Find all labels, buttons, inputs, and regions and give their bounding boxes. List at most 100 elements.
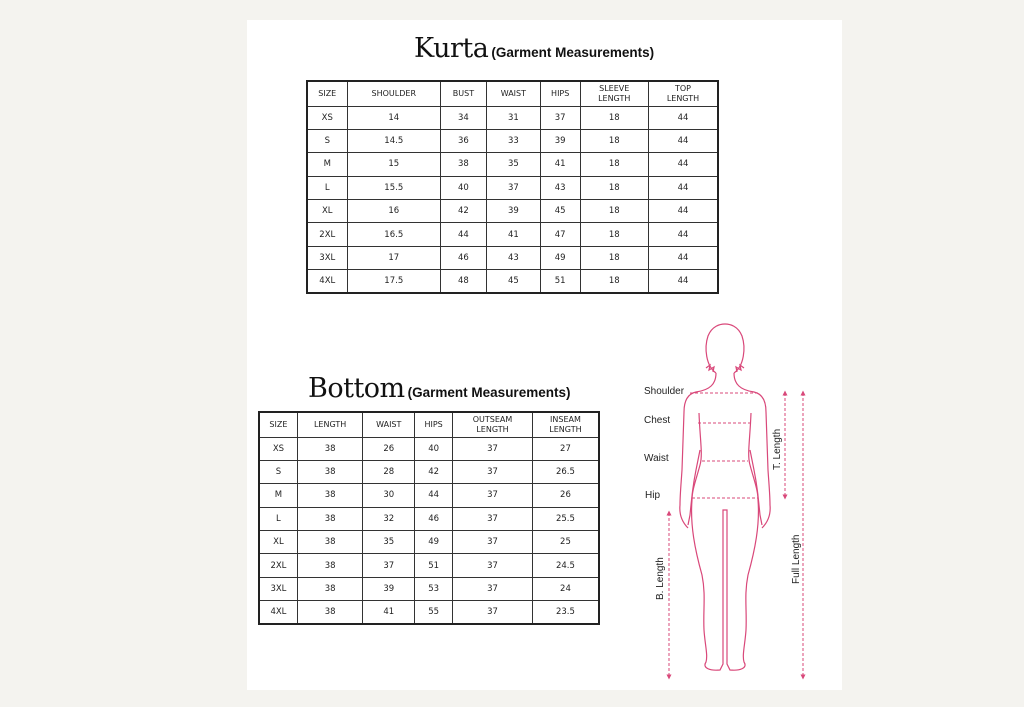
measurement-cell: 16: [346, 199, 442, 224]
measurement-cell: 15.5: [346, 175, 442, 201]
measurement-cell: 37: [452, 459, 533, 485]
table-header-row: SIZE SHOULDER BUST WAIST HIPS SLEEVE LENGTH TOP…: [306, 80, 719, 107]
table-row: XS 14 34 31 37 18 44: [306, 105, 719, 130]
table-row: XL 16 42 39 45 18 44: [306, 199, 719, 224]
measurement-cell: 38: [296, 530, 364, 555]
measurement-cell: 40: [414, 436, 454, 461]
measurement-cell: 38: [296, 506, 364, 532]
column-header: SIZE: [306, 80, 348, 107]
measurement-cell: 44: [647, 105, 719, 130]
column-header: SHOULDER: [346, 80, 442, 107]
measurement-cell: 37: [452, 530, 533, 555]
measurement-cell: 15: [346, 152, 442, 177]
bottom-title-main: Bottom: [308, 373, 405, 404]
measurement-cell: 37: [452, 600, 533, 625]
size-cell: XL: [306, 199, 348, 224]
measurement-cell: 42: [440, 199, 487, 224]
measurement-cell: 41: [485, 222, 541, 247]
measurement-cell: 27: [531, 436, 600, 461]
measurement-cell: 38: [296, 576, 364, 602]
measurement-cell: 49: [414, 530, 454, 555]
measurement-cell: 33: [485, 128, 541, 154]
measurement-cell: 14.5: [346, 128, 442, 154]
measurement-cell: 26.5: [531, 459, 600, 485]
measurement-cell: 18: [579, 128, 649, 154]
measurement-cell: 37: [452, 576, 533, 602]
column-header: LENGTH: [296, 411, 364, 438]
kurta-title-sub: (Garment Measurements): [491, 45, 655, 60]
table-row: 2XL 38 37 51 37 24.5: [258, 553, 600, 578]
measurement-cell: 35: [485, 152, 541, 177]
column-header: SIZE: [258, 411, 298, 438]
measurement-cell: 26: [531, 483, 600, 508]
measurement-cell: 42: [414, 459, 454, 485]
label-t-length: T. Length: [772, 428, 783, 470]
size-cell: XS: [306, 105, 348, 130]
measurement-cell: 38: [296, 436, 364, 461]
measurement-cell: 44: [440, 222, 487, 247]
measurement-cell: 51: [539, 269, 581, 294]
measurement-cell: 34: [440, 105, 487, 130]
column-header: WAIST: [485, 80, 541, 107]
measurement-cell: 43: [539, 175, 581, 201]
measurement-cell: 39: [485, 199, 541, 224]
size-cell: 3XL: [306, 245, 348, 271]
measurement-cell: 37: [452, 506, 533, 532]
measurement-cell: 49: [539, 245, 581, 271]
column-header: WAIST: [362, 411, 416, 438]
kurta-size-table: SIZE SHOULDER BUST WAIST HIPS SLEEVE LENGTH TOP…: [306, 80, 719, 295]
table-row: S 38 28 42 37 26.5: [258, 459, 600, 485]
measurement-cell: 44: [414, 483, 454, 508]
measurement-cell: 38: [296, 553, 364, 578]
measurement-cell: 35: [362, 530, 416, 555]
measurement-cell: 26: [362, 436, 416, 461]
measurement-cell: 23.5: [531, 600, 600, 625]
size-cell: 4XL: [306, 269, 348, 294]
measurement-cell: 38: [296, 459, 364, 485]
measurement-cell: 46: [440, 245, 487, 271]
column-header: BUST: [440, 80, 487, 107]
size-cell: XS: [258, 436, 298, 461]
measurement-cell: 44: [647, 245, 719, 271]
column-header: INSEAM LENGTH: [531, 411, 600, 438]
measurement-lines: [666, 390, 806, 680]
measurement-cell: 51: [414, 553, 454, 578]
table-header-row: SIZE LENGTH WAIST HIPS OUTSEAM LENGTH INSEAM LE…: [258, 411, 600, 438]
measurement-cell: 18: [579, 152, 649, 177]
measurement-cell: 41: [362, 600, 416, 625]
measurement-cell: 18: [579, 199, 649, 224]
table-row: 4XL 38 41 55 37 23.5: [258, 600, 600, 625]
table-row: M 15 38 35 41 18 44: [306, 152, 719, 177]
size-cell: S: [258, 459, 298, 485]
column-header: OUTSEAM LENGTH: [452, 411, 533, 438]
measurement-cell: 16.5: [346, 222, 442, 247]
measurement-cell: 37: [452, 436, 533, 461]
measurement-cell: 32: [362, 506, 416, 532]
table-row: XL 38 35 49 37 25: [258, 530, 600, 555]
measurement-cell: 37: [539, 105, 581, 130]
measurement-cell: 47: [539, 222, 581, 247]
column-header: TOP LENGTH: [647, 80, 719, 107]
measurement-cell: 28: [362, 459, 416, 485]
measurement-cell: 38: [296, 483, 364, 508]
label-chest: Chest: [644, 415, 671, 426]
measurement-cell: 44: [647, 222, 719, 247]
table-row: 4XL 17.5 48 45 51 18 44: [306, 269, 719, 294]
body-measurement-figure: [666, 323, 806, 680]
bottom-size-table: SIZE LENGTH WAIST HIPS OUTSEAM LENGTH INSEAM LE…: [258, 411, 600, 626]
measurement-cell: 44: [647, 152, 719, 177]
kurta-title-main: Kurta: [414, 33, 489, 64]
label-b-length: B. Length: [655, 557, 666, 600]
measurement-cell: 18: [579, 105, 649, 130]
column-header: SLEEVE LENGTH: [579, 80, 649, 107]
size-cell: 2XL: [258, 553, 298, 578]
table-row: 3XL 17 46 43 49 18 44: [306, 245, 719, 271]
measurement-cell: 18: [579, 245, 649, 271]
measurement-cell: 37: [485, 175, 541, 201]
bottom-title-sub: (Garment Measurements): [407, 385, 571, 400]
label-full-length: Full Length: [791, 534, 802, 584]
measurement-cell: 46: [414, 506, 454, 532]
column-header: HIPS: [414, 411, 454, 438]
measurement-cell: 45: [485, 269, 541, 294]
measurement-cell: 44: [647, 199, 719, 224]
